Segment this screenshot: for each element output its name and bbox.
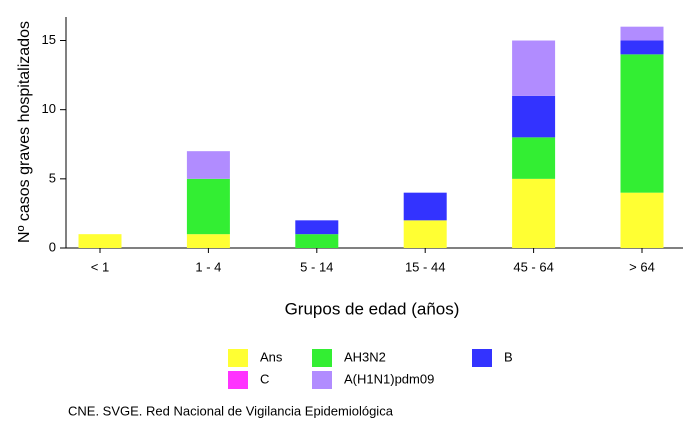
source-note: CNE. SVGE. Red Nacional de Vigilancia Ep… xyxy=(68,403,394,418)
bar-segment xyxy=(620,40,664,55)
x-tick-label: 5 - 14 xyxy=(300,259,333,274)
x-tick-label: 1 - 4 xyxy=(195,259,221,274)
bar-segment xyxy=(620,26,664,41)
bar-segment xyxy=(186,234,230,248)
x-tick-label: > 64 xyxy=(629,259,655,274)
legend-swatch xyxy=(312,349,332,367)
bar-segment xyxy=(403,192,447,221)
legend-swatch xyxy=(472,349,492,367)
x-tick-label: < 1 xyxy=(91,259,109,274)
x-axis-label: Grupos de edad (años) xyxy=(285,299,460,318)
bar-segment xyxy=(620,54,664,193)
bar-segment xyxy=(512,40,556,96)
bar-segment xyxy=(512,178,556,248)
legend-swatch xyxy=(228,349,248,367)
bar-segment xyxy=(186,151,230,179)
legend-label: A(H1N1)pdm09 xyxy=(344,371,434,386)
bar-segment xyxy=(78,234,122,248)
bar-segment xyxy=(512,95,556,138)
legend-swatch xyxy=(312,371,332,389)
legend-label: B xyxy=(504,349,513,364)
bar-segment xyxy=(512,137,556,179)
bar-segment xyxy=(295,220,339,235)
y-tick-label: 0 xyxy=(49,239,56,254)
legend-label: AH3N2 xyxy=(344,349,386,364)
bar-segment xyxy=(620,192,664,248)
bar-segment xyxy=(403,220,447,248)
bar-segment xyxy=(186,178,230,235)
bar-segment xyxy=(295,234,339,248)
y-axis-label: Nº casos graves hospitalizados xyxy=(16,21,33,243)
x-tick-label: 45 - 64 xyxy=(513,259,553,274)
y-tick-label: 10 xyxy=(42,101,56,116)
y-tick-label: 15 xyxy=(42,32,56,47)
legend-label: C xyxy=(260,371,269,386)
legend-swatch xyxy=(228,371,248,389)
legend-label: Ans xyxy=(260,349,283,364)
x-tick-label: 15 - 44 xyxy=(405,259,445,274)
y-tick-label: 5 xyxy=(49,170,56,185)
